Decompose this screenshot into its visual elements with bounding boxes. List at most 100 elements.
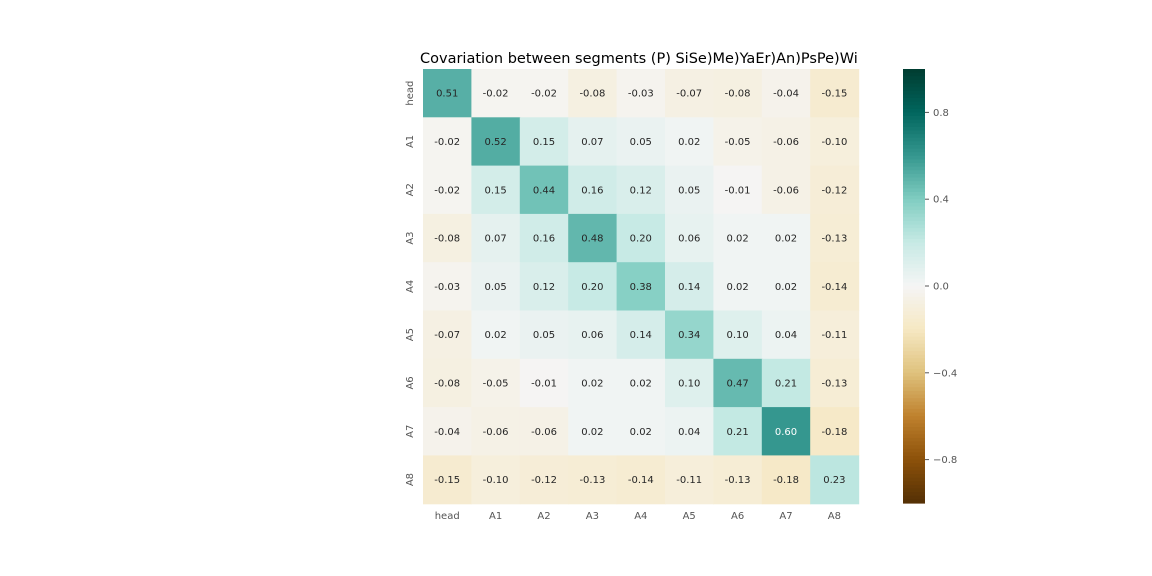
- cell-value-label: 0.34: [678, 330, 700, 341]
- colorbar-segment: [903, 325, 925, 330]
- colorbar-segment: [903, 361, 925, 367]
- heatmap-cell-A7-head: [423, 407, 472, 456]
- heatmap-cell-A5-A7: [761, 310, 811, 360]
- row-tick-label: A2: [405, 183, 416, 196]
- colorbar-tick-label: −0.4: [933, 368, 957, 379]
- heatmap-cell-head-A7: [761, 69, 811, 118]
- colorbar-segment: [903, 289, 925, 294]
- heatmap-cell-A3-head: [423, 213, 472, 263]
- colorbar-segment: [903, 463, 925, 468]
- colorbar-segment: [903, 340, 925, 345]
- heatmap-cell-A8-A2: [519, 455, 569, 505]
- colorbar-segment: [903, 296, 925, 302]
- colorbar-segment: [903, 398, 925, 403]
- heatmap-cell-A8-A8: [810, 455, 860, 505]
- colorbar-segment: [903, 238, 925, 244]
- colorbar-segment: [903, 264, 925, 269]
- heatmap-cell-A3-A2: [519, 213, 569, 263]
- colorbar-segment: [903, 286, 925, 291]
- cell-value-label: -0.08: [434, 234, 460, 245]
- cell-value-label: 0.04: [678, 427, 700, 438]
- colorbar-segment: [903, 275, 925, 280]
- colorbar-segment: [903, 492, 925, 497]
- colorbar-segment: [903, 191, 925, 197]
- colorbar-segment: [903, 97, 925, 103]
- column-tick-labels: head A1 A2 A3 A4 A5 A6 A7 A8: [435, 511, 841, 522]
- heatmap-cell-A5-A2: [519, 310, 569, 360]
- cell-value-label: -0.13: [821, 234, 847, 245]
- cell-value-label: 0.10: [678, 378, 700, 389]
- colorbar-segment: [903, 123, 925, 128]
- heatmap-cell-A4-head: [423, 262, 472, 312]
- colorbar-segment: [903, 235, 925, 240]
- cell-value-label: 0.38: [630, 282, 652, 293]
- colorbar-segment: [903, 495, 925, 500]
- row-tick-label: A4: [405, 280, 416, 293]
- colorbar-tick-label: 0.0: [933, 282, 949, 293]
- cell-value-label: -0.12: [821, 185, 847, 196]
- cell-value-label: -0.02: [483, 89, 509, 100]
- cell-value-label: 0.21: [726, 427, 748, 438]
- heatmap-cell-A2-head: [423, 165, 472, 215]
- heatmap-cell-A5-A1: [471, 310, 521, 360]
- colorbar-segment: [903, 351, 925, 356]
- heatmap-cell-head-A4: [616, 69, 666, 118]
- colorbar-segment: [903, 163, 925, 168]
- heatmap-cell-A1-A3: [568, 117, 618, 167]
- colorbar-segment: [903, 408, 925, 414]
- colorbar-segment: [903, 94, 925, 99]
- cell-value-label: -0.08: [434, 378, 460, 389]
- colorbar-segment: [903, 354, 925, 359]
- colorbar-segment: [903, 83, 925, 88]
- colorbar-segment: [903, 134, 925, 139]
- heatmap-cell-A6-A4: [616, 358, 666, 408]
- cell-value-label: 0.51: [436, 89, 458, 100]
- colorbar-segment: [903, 220, 925, 226]
- colorbar-segment: [903, 484, 925, 490]
- colorbar-segment: [903, 213, 925, 218]
- heatmap-cell-A5-A3: [568, 310, 618, 360]
- colorbar-segment: [903, 202, 925, 208]
- cell-value-label: -0.14: [628, 475, 654, 486]
- colorbar-segment: [903, 271, 925, 276]
- colorbar-segment: [903, 242, 925, 247]
- colorbar-segment: [903, 159, 925, 164]
- colorbar-segment: [903, 448, 925, 453]
- heatmap-cell-A6-A7: [761, 358, 811, 408]
- cell-value-label: -0.13: [725, 475, 751, 486]
- heatmap-cell-A4-A6: [713, 262, 763, 312]
- row-tick-label: head: [405, 81, 416, 106]
- heatmap-cell-A3-A3: [568, 213, 618, 263]
- column-tick-label: head: [435, 511, 460, 522]
- colorbar-segment: [903, 90, 925, 95]
- column-tick-label: A5: [683, 511, 696, 522]
- cell-value-label: -0.02: [434, 185, 460, 196]
- cell-value-label: -0.08: [579, 89, 605, 100]
- heatmap-cell-A1-A2: [519, 117, 569, 167]
- colorbar-segment: [903, 87, 925, 92]
- heatmap-cell-A5-A8: [810, 310, 860, 360]
- row-tick-labels: head A1 A2 A3 A4 A5 A6 A7 A8: [405, 81, 416, 486]
- heatmap-cell-A1-head: [423, 117, 472, 167]
- colorbar-segment: [903, 394, 925, 399]
- colorbar-segment: [903, 76, 925, 81]
- colorbar-segment: [903, 137, 925, 142]
- heatmap-cell-A2-A8: [810, 165, 860, 215]
- cell-value-label: -0.11: [821, 330, 847, 341]
- cell-value-label: -0.10: [483, 475, 509, 486]
- colorbar-segment: [903, 228, 925, 233]
- colorbar-segment: [903, 300, 925, 305]
- heatmap-cell-A8-A6: [713, 455, 763, 505]
- cell-value-label: -0.10: [821, 137, 847, 148]
- colorbar-segment: [903, 112, 925, 117]
- heatmap-cell-A5-A6: [713, 310, 763, 360]
- heatmap-cell-A4-A7: [761, 262, 811, 312]
- heatmap-cell-A6-A5: [665, 358, 714, 408]
- heatmap-cell-A1-A1: [471, 117, 521, 167]
- colorbar-segment: [903, 188, 925, 193]
- heatmap-cell-A3-A4: [616, 213, 666, 263]
- row-tick-label: A6: [405, 376, 416, 389]
- cell-value-label: 0.02: [581, 427, 603, 438]
- cell-value-label: -0.06: [773, 137, 799, 148]
- colorbar-segment: [903, 141, 925, 146]
